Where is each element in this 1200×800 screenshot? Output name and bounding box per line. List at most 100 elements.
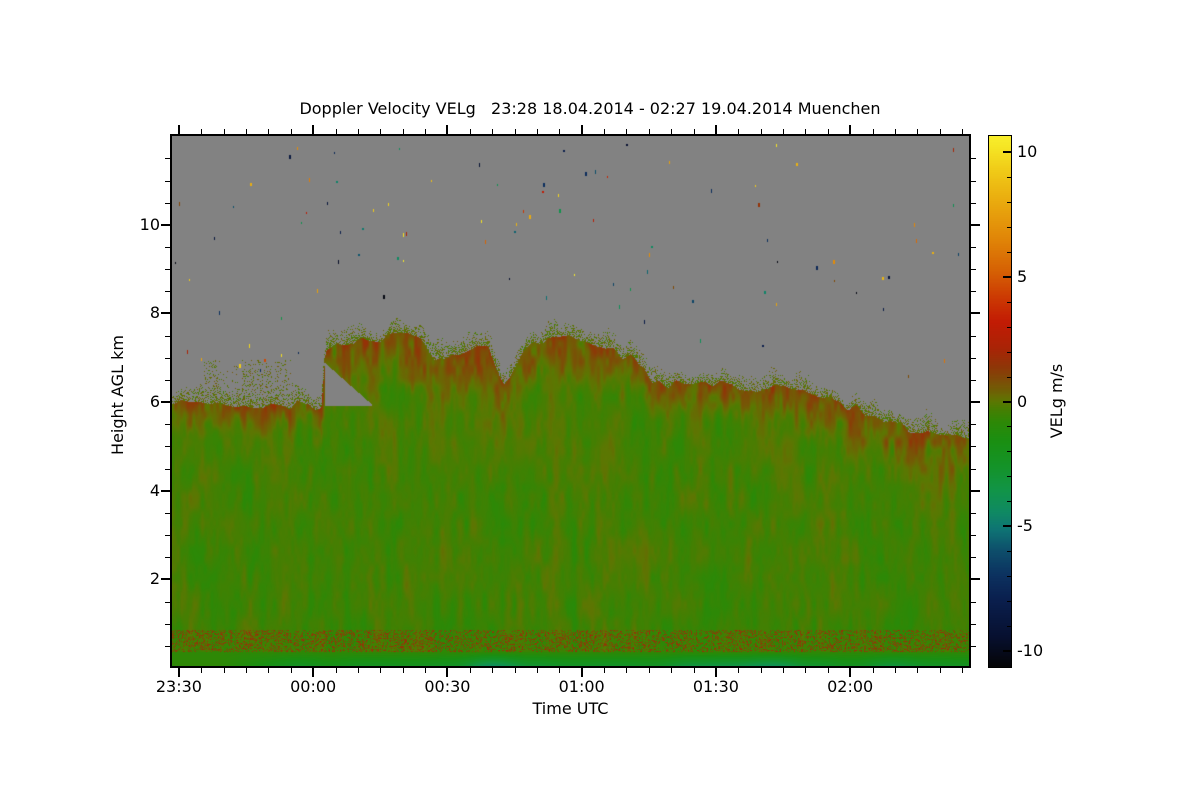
x-tick-label: 00:00 xyxy=(290,677,337,696)
x-minor-tick-top xyxy=(223,129,225,134)
x-minor-tick xyxy=(827,668,829,673)
colorbar-major-tick xyxy=(1003,525,1011,528)
x-minor-tick xyxy=(268,668,270,673)
y-major-tick-right xyxy=(971,401,980,404)
y-minor-tick-right xyxy=(971,645,976,647)
colorbar-tick-label: 0 xyxy=(1017,391,1028,411)
x-minor-tick xyxy=(626,668,628,673)
colorbar-minor-tick xyxy=(1007,326,1011,328)
x-minor-tick xyxy=(536,668,538,673)
colorbar xyxy=(988,135,1012,668)
x-major-tick xyxy=(177,668,180,677)
y-minor-tick-right xyxy=(971,291,976,293)
colorbar-minor-tick xyxy=(1007,600,1011,602)
x-minor-tick-top xyxy=(939,129,941,134)
y-minor-tick xyxy=(165,645,170,647)
y-minor-tick xyxy=(165,535,170,537)
y-minor-tick-right xyxy=(971,424,976,426)
y-minor-tick xyxy=(165,557,170,559)
y-minor-tick xyxy=(165,247,170,248)
colorbar-minor-tick xyxy=(1007,376,1011,378)
x-minor-tick-top xyxy=(872,129,874,134)
y-minor-tick xyxy=(165,623,170,625)
x-minor-tick xyxy=(246,668,248,673)
x-tick-label: 23:30 xyxy=(155,677,202,696)
x-minor-tick xyxy=(760,668,762,673)
x-minor-tick-top xyxy=(604,129,606,134)
x-minor-tick xyxy=(380,668,382,673)
y-minor-tick-right xyxy=(971,379,976,381)
colorbar-minor-tick xyxy=(1007,202,1011,204)
x-minor-tick-top xyxy=(738,129,740,134)
colorbar-major-tick xyxy=(1003,151,1011,154)
y-minor-tick xyxy=(165,446,170,448)
y-tick-label: 8 xyxy=(149,303,160,323)
x-minor-tick-top xyxy=(962,129,964,134)
y-minor-tick xyxy=(165,335,170,337)
x-minor-tick xyxy=(335,668,337,673)
y-minor-tick-right xyxy=(971,535,976,537)
x-major-tick-top xyxy=(580,125,583,134)
x-minor-tick-top xyxy=(514,129,516,134)
x-minor-tick-top xyxy=(268,129,270,134)
y-minor-tick-right xyxy=(971,269,976,271)
x-tick-label: 01:30 xyxy=(692,677,739,696)
x-major-tick xyxy=(714,668,717,677)
x-major-tick-top xyxy=(849,125,852,134)
y-minor-tick xyxy=(165,180,170,182)
y-minor-tick-right xyxy=(971,446,976,448)
colorbar-minor-tick xyxy=(1007,177,1011,179)
x-minor-tick-top xyxy=(626,129,628,134)
colorbar-major-tick xyxy=(1003,400,1011,403)
colorbar-minor-tick xyxy=(1007,426,1011,428)
y-tick-label: 10 xyxy=(139,214,160,234)
y-major-tick-right xyxy=(971,312,980,315)
x-minor-tick xyxy=(738,668,740,673)
x-minor-tick xyxy=(559,668,561,673)
x-minor-tick-top xyxy=(357,129,359,134)
colorbar-minor-tick xyxy=(1007,575,1011,577)
x-minor-tick xyxy=(693,668,695,673)
x-major-tick xyxy=(580,668,583,677)
colorbar-tick-label: 10 xyxy=(1017,142,1038,162)
y-minor-tick xyxy=(165,357,170,359)
x-minor-tick-top xyxy=(290,129,292,134)
x-minor-tick-top xyxy=(648,129,650,134)
colorbar-tick-label: -10 xyxy=(1017,640,1044,660)
y-minor-tick xyxy=(165,512,170,514)
x-minor-tick-top xyxy=(760,129,762,134)
x-minor-tick-top xyxy=(335,129,337,134)
colorbar-minor-tick xyxy=(1007,625,1011,627)
colorbar-minor-tick xyxy=(1007,227,1011,229)
x-minor-tick xyxy=(402,668,404,673)
x-minor-tick xyxy=(648,668,650,673)
x-major-tick xyxy=(849,668,852,677)
y-tick-label: 2 xyxy=(149,569,160,589)
x-axis-title: Time UTC xyxy=(532,699,609,718)
y-minor-tick-right xyxy=(971,202,976,204)
x-tick-label: 02:00 xyxy=(827,677,874,696)
colorbar-tick-label: -5 xyxy=(1017,516,1033,536)
x-major-tick xyxy=(312,668,315,677)
x-minor-tick-top xyxy=(425,129,427,134)
x-minor-tick xyxy=(939,668,941,673)
x-major-tick-top xyxy=(312,125,315,134)
x-major-tick-top xyxy=(714,125,717,134)
colorbar-tick-label: 5 xyxy=(1017,266,1028,286)
x-tick-label: 00:30 xyxy=(424,677,471,696)
x-minor-tick-top xyxy=(469,129,471,134)
y-minor-tick-right xyxy=(971,247,976,248)
x-minor-tick xyxy=(604,668,606,673)
x-minor-tick-top xyxy=(201,129,203,134)
x-tick-label: 01:00 xyxy=(558,677,605,696)
y-minor-tick-right xyxy=(971,512,976,514)
x-minor-tick-top xyxy=(559,129,561,134)
x-minor-tick xyxy=(425,668,427,673)
x-major-tick-top xyxy=(446,125,449,134)
x-minor-tick xyxy=(894,668,896,673)
chart-title: Doppler Velocity VELg 23:28 18.04.2014 -… xyxy=(299,99,881,118)
y-minor-tick-right xyxy=(971,601,976,603)
x-minor-tick xyxy=(290,668,292,673)
x-minor-tick xyxy=(671,668,673,673)
